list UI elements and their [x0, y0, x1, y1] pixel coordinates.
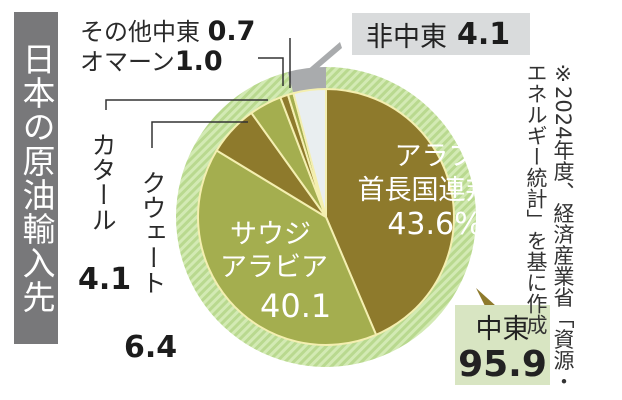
mideast-name: 中東 — [475, 314, 530, 345]
ring-non-mideast — [287, 67, 326, 94]
saudi-name-line2: アラビア — [220, 252, 328, 283]
other-mideast-label: その他中東 0.7 — [80, 12, 255, 47]
saudi-name-line1: サウジ — [230, 219, 311, 250]
qatar-value: 4.1 — [78, 262, 132, 297]
kuwait-value: 6.4 — [124, 330, 178, 365]
kuwait-label: クウェート — [138, 170, 167, 301]
uae-value: 43.6% — [387, 207, 483, 242]
pie-slice-0 — [325, 87, 455, 337]
kuwait-name: クウェート — [138, 170, 167, 295]
oman-name: オマーン — [80, 48, 175, 76]
non-mideast-name: 非中東 — [366, 21, 447, 53]
mideast-value: 95.9 — [458, 344, 547, 385]
leader-lines — [105, 38, 496, 308]
oman-label: オマーン1.0 — [80, 42, 223, 77]
chart-title-bar: 日本の原油輸入先 — [14, 12, 58, 344]
qatar-name: カタール — [88, 132, 117, 232]
pie-slice-1 — [197, 149, 378, 346]
other-mideast-value: 0.7 — [207, 16, 256, 47]
qatar-label: カタール — [88, 132, 117, 238]
non-mideast-box: 非中東 4.1 — [352, 13, 530, 55]
other-mideast-name: その他中東 — [80, 18, 200, 46]
saudi-value: 40.1 — [260, 287, 332, 325]
non-mideast-value: 4.1 — [457, 16, 511, 52]
mideast-box: 中東 95.9 — [455, 305, 550, 385]
uae-label: アラブ 首長国連邦 43.6% — [358, 140, 498, 242]
source-note: ※2024年度、経済産業省「資源・エネルギー統計」を基に作成 — [524, 62, 575, 392]
chart-title: 日本の原油輸入先 — [17, 42, 56, 314]
saudi-label: サウジ アラビア 40.1 — [220, 218, 331, 323]
uae-name-line2: 首長国連邦 — [357, 175, 493, 206]
pie-slice-6 — [292, 87, 327, 218]
oman-value: 1.0 — [174, 46, 223, 77]
uae-name-line1: アラブ — [394, 141, 476, 172]
